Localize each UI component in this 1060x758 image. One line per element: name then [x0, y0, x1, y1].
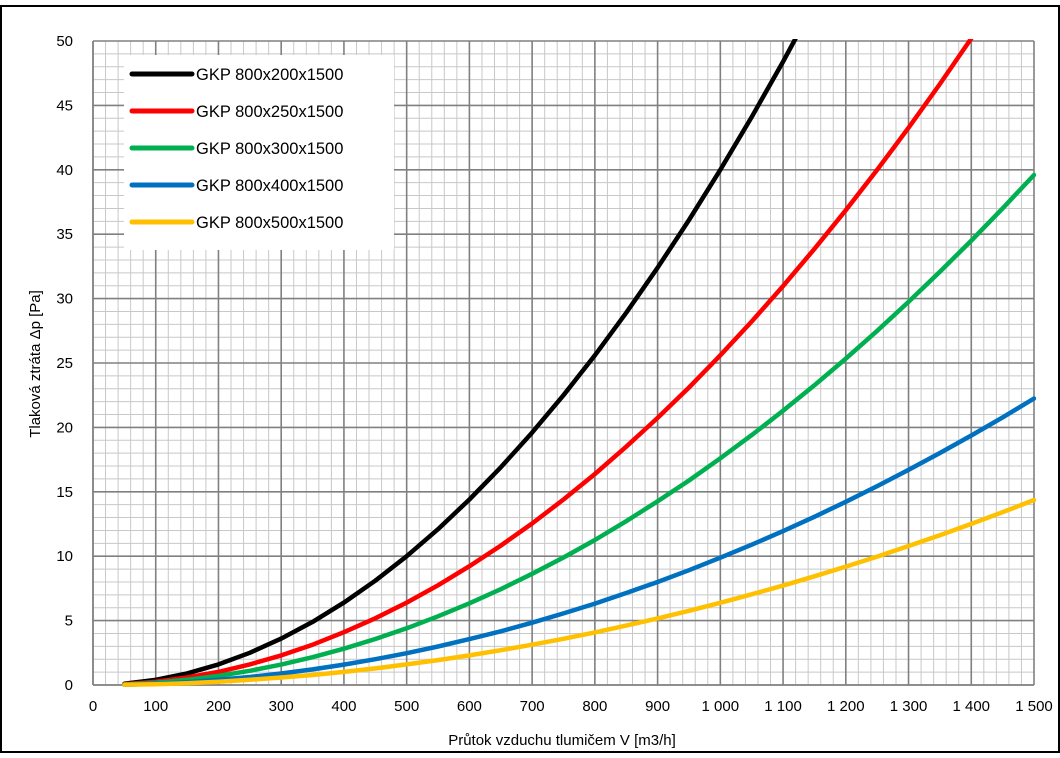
series-line: [122, 396, 1036, 687]
figure-border: [0, 5, 1060, 753]
series-line: [122, 497, 1036, 687]
y-tick-label: 40: [56, 162, 73, 179]
y-tick-label: 10: [56, 548, 73, 565]
x-tick-label: 100: [143, 698, 168, 715]
y-tick-label: 15: [56, 484, 73, 501]
x-tick-label: 1 000: [702, 698, 740, 715]
y-tick-label: 35: [56, 226, 73, 243]
x-tick-label: 500: [394, 698, 419, 715]
x-tick-label: 900: [645, 698, 670, 715]
y-tick-label: 45: [56, 97, 73, 114]
axes: 0 100 200 300 400 500 600 700 800 900 1 000 1 100 1 …: [56, 33, 1052, 715]
x-tick-label: 600: [457, 698, 482, 715]
series-line: [122, 172, 1036, 687]
x-tick-label: 800: [582, 698, 607, 715]
x-tick-label: 1 200: [827, 698, 865, 715]
x-tick-label: 1 400: [952, 698, 990, 715]
y-tick-label: 25: [56, 355, 73, 372]
legend: GKP 800x200x1500 GKP 800x250x1500 GKP 800x…: [124, 55, 394, 250]
y-tick-label: 20: [56, 419, 73, 436]
legend-label: GKP 800x250x1500: [196, 103, 343, 121]
x-tick-label: 300: [269, 698, 294, 715]
series: [122, 39, 1036, 687]
x-tick-label: 200: [206, 698, 231, 715]
y-tick-label: 50: [56, 33, 73, 50]
x-tick-label: 1 100: [764, 698, 802, 715]
legend-label: GKP 800x500x1500: [196, 214, 343, 232]
legend-box: [124, 55, 394, 250]
x-tick-label: 400: [331, 698, 356, 715]
series-line: [122, 39, 974, 687]
series-line: [122, 39, 798, 686]
legend-label: GKP 800x400x1500: [196, 177, 343, 195]
legend-label: GKP 800x300x1500: [196, 140, 343, 158]
y-tick-label: 5: [65, 613, 73, 630]
legend-label: GKP 800x200x1500: [196, 66, 343, 84]
x-tick-label: 700: [520, 698, 545, 715]
y-tick-label: 0: [65, 677, 73, 694]
x-tick-label: 0: [89, 698, 97, 715]
y-axis-label: Tlaková ztráta Δp [Pa]: [27, 290, 44, 438]
x-tick-label: 1 300: [890, 698, 928, 715]
x-axis-label: Průtok vzduchu tlumičem V [m3/h]: [448, 732, 676, 749]
y-tick-label: 30: [56, 291, 73, 308]
x-tick-label: 1 500: [1015, 698, 1053, 715]
